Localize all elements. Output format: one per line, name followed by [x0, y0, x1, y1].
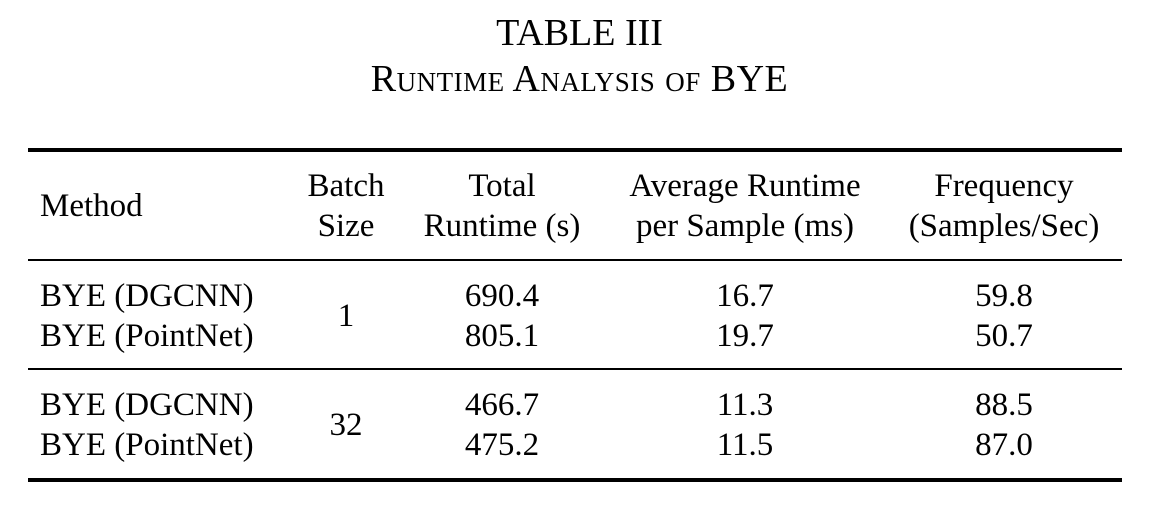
top-rule — [28, 148, 1122, 152]
row-method: BYE (DGCNN) — [40, 278, 254, 314]
header-rule — [28, 259, 1122, 261]
table-label: TABLE III — [496, 12, 663, 54]
row-method: BYE (PointNet) — [40, 318, 254, 354]
header-total-runtime-line2: Runtime (s) — [423, 208, 581, 244]
header-avg-runtime-line1: Average Runtime — [629, 168, 861, 204]
avg-runtime-cell: 11.5 — [716, 427, 774, 463]
avg-runtime-cell: 11.3 — [716, 387, 774, 423]
total-runtime-cell: 690.4 — [464, 278, 540, 314]
header-total-runtime-line1: Total — [468, 168, 536, 204]
header-frequency-line2: (Samples/Sec) — [908, 208, 1100, 244]
batch-size-cell: 1 — [337, 298, 355, 334]
total-runtime-cell: 466.7 — [464, 387, 540, 423]
bottom-rule — [28, 478, 1122, 482]
frequency-cell: 59.8 — [975, 278, 1033, 314]
row-method: BYE (DGCNN) — [40, 387, 254, 423]
table-title: Runtime Analysis of BYE — [370, 58, 789, 100]
frequency-cell: 50.7 — [975, 318, 1033, 354]
header-frequency-line1: Frequency — [934, 168, 1074, 204]
total-runtime-cell: 475.2 — [464, 427, 540, 463]
header-method: Method — [40, 188, 143, 224]
total-runtime-cell: 805.1 — [464, 318, 540, 354]
group-rule — [28, 368, 1122, 370]
batch-size-cell: 32 — [329, 407, 363, 443]
avg-runtime-cell: 19.7 — [716, 318, 774, 354]
avg-runtime-cell: 16.7 — [716, 278, 774, 314]
row-method: BYE (PointNet) — [40, 427, 254, 463]
header-avg-runtime-line2: per Sample (ms) — [635, 208, 855, 244]
header-batch-size-line2: Size — [317, 208, 375, 244]
table-caption: TABLE III Runtime Analysis of BYE — [0, 10, 1159, 102]
header-batch-size-line1: Batch — [307, 168, 385, 204]
frequency-cell: 88.5 — [975, 387, 1033, 423]
frequency-cell: 87.0 — [975, 427, 1033, 463]
